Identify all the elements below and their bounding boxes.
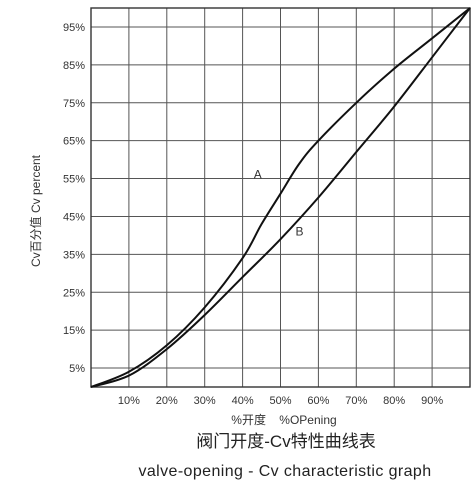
x-tick-label: 50%: [269, 395, 291, 407]
y-tick-label: 55%: [63, 174, 85, 186]
x-tick-label: 60%: [307, 395, 329, 407]
x-tick-label: 10%: [118, 395, 140, 407]
x-tick-label: 70%: [345, 395, 367, 407]
curve-label-a: A: [254, 168, 262, 182]
x-tick-label: 30%: [194, 395, 216, 407]
x-tick-label: 20%: [156, 395, 178, 407]
x-tick-label: 40%: [232, 395, 254, 407]
y-tick-label: 85%: [63, 60, 85, 72]
axes: [90, 7, 471, 388]
curve-a: [90, 7, 471, 388]
plot-frame: [90, 7, 471, 388]
chart-subtitle: valve-opening - Cv characteristic graph: [138, 463, 431, 480]
y-axis-label: Cv百分值 Cv percent: [28, 154, 43, 267]
y-tick-label: 45%: [63, 211, 85, 223]
grid-lines: [91, 8, 470, 387]
y-tick-label: 65%: [63, 136, 85, 148]
curve-labels: AB: [254, 168, 304, 239]
tick-labels: 5% 15% 25% 35% 45% 55% 65% 75% 85% 95% 10% 20% 30% 40…: [63, 22, 443, 407]
x-tick-label: 90%: [421, 395, 443, 407]
y-tick-label: 75%: [63, 98, 85, 110]
curve-b: [90, 7, 471, 388]
chart-title: 阀门开度-Cv特性曲线表: [196, 432, 375, 451]
curve-label-b: B: [295, 224, 303, 238]
y-tick-label: 35%: [63, 249, 85, 261]
y-tick-label: 5%: [69, 363, 85, 375]
y-tick-label: 15%: [63, 325, 85, 337]
curves: [90, 7, 471, 388]
x-axis-label: %开度 %OPening: [231, 412, 336, 427]
x-tick-label: 80%: [383, 395, 405, 407]
y-tick-label: 95%: [63, 22, 85, 34]
y-tick-label: 25%: [63, 287, 85, 299]
